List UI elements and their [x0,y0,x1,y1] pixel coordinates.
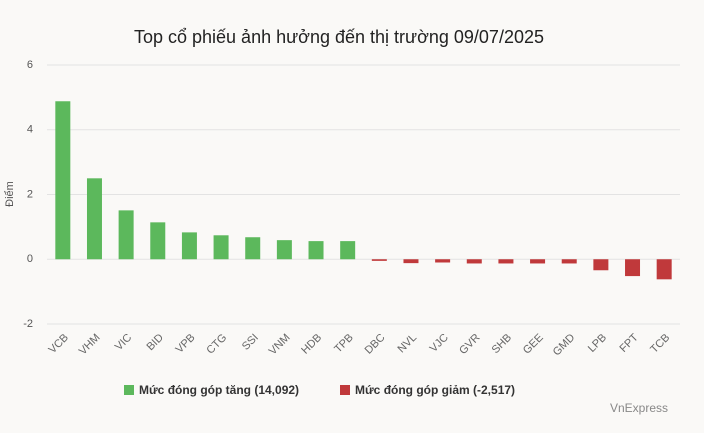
x-tick-label: HDB [299,332,324,357]
chart-title: Top cổ phiếu ảnh hưởng đến thị trường 09… [134,27,544,47]
bar [403,259,419,264]
bar [530,259,546,264]
y-axis-label: Điểm [4,181,16,207]
x-tick-label: VCB [47,332,71,356]
legend-label: Mức đóng góp tăng (14,092) [139,383,299,397]
x-tick-label: TPB [332,332,356,356]
y-tick-label: 6 [27,59,33,71]
bar [593,259,609,271]
x-tick-label: GVR [457,332,482,357]
bar [118,210,134,260]
x-tick-label: DBC [363,332,388,357]
x-tick-label: VHM [77,332,103,358]
bar [245,237,261,260]
x-tick-label: GMD [551,332,578,359]
x-tick-label: VIC [113,332,134,353]
x-tick-label: VNM [267,332,293,358]
source: VnExpress [610,401,668,415]
y-tick-label: 2 [27,188,33,200]
bar [466,259,482,264]
legend-label: Mức đóng góp giảm (-2,517) [355,383,515,397]
bar [308,241,324,260]
x-tick-label: TCB [648,332,672,356]
x-tick-label: VPB [174,332,198,356]
bar [498,259,514,264]
x-tick-label: CTG [204,332,229,357]
x-tick-label: SSI [240,332,261,353]
x-tick-label: LPB [586,332,609,355]
bar [340,241,356,260]
x-tick-label: SHB [490,332,514,356]
bar [435,259,451,263]
x-tick-label: NVL [396,332,420,356]
bar [561,259,577,264]
bar [656,259,672,280]
bar [276,240,292,260]
x-tick-label: BID [144,332,165,353]
bar [213,235,229,260]
y-tick-label: 4 [27,124,33,136]
bar [150,222,166,260]
legend-swatch [124,385,134,395]
bar [86,178,102,260]
bar [625,259,641,277]
bar [181,232,197,260]
y-tick-label: -2 [23,318,33,330]
bar [371,259,387,261]
x-tick-label: VJC [428,332,451,355]
bar [55,101,71,260]
x-tick-label: FPT [618,331,641,354]
legend-swatch [340,385,350,395]
x-tick-label: GEE [521,332,546,357]
y-tick-label: 0 [27,253,33,265]
